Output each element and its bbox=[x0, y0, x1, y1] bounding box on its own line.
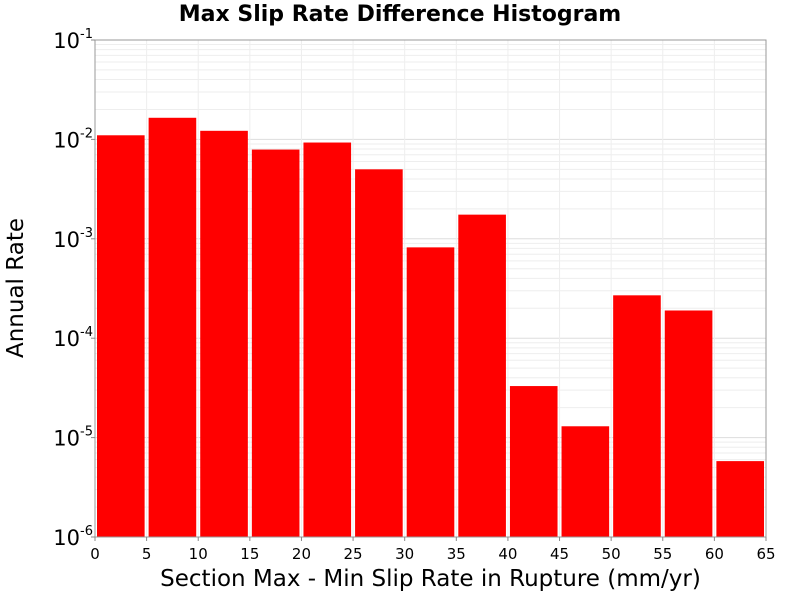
x-tick-label: 40 bbox=[498, 545, 517, 563]
histogram-bar bbox=[148, 117, 197, 537]
x-tick-label: 30 bbox=[395, 545, 414, 563]
histogram-bar bbox=[664, 310, 713, 537]
y-tick-label: 10-4 bbox=[53, 325, 93, 351]
x-tick-label: 65 bbox=[756, 545, 775, 563]
histogram-bar bbox=[406, 247, 455, 538]
histogram-bar bbox=[97, 135, 145, 537]
x-axis-label: Section Max - Min Slip Rate in Rupture (… bbox=[160, 566, 701, 592]
histogram-bar bbox=[251, 149, 300, 537]
x-tick-label: 15 bbox=[240, 545, 259, 563]
x-tick-label: 55 bbox=[653, 545, 672, 563]
histogram-bar bbox=[716, 461, 764, 537]
x-tick-label: 10 bbox=[189, 545, 208, 563]
y-tick-label: 10-1 bbox=[53, 27, 93, 53]
y-axis-ticks: 10-6 10-5 10-4 10-3 10-2 10-1 bbox=[53, 27, 95, 550]
chart-title: Max Slip Rate Difference Histogram bbox=[178, 2, 622, 27]
y-tick-label: 10-3 bbox=[53, 226, 93, 252]
histogram-bar bbox=[613, 295, 661, 537]
y-tick-label: 10-5 bbox=[53, 425, 93, 451]
y-tick-label: 10-6 bbox=[53, 524, 93, 550]
histogram-bars bbox=[97, 117, 764, 538]
y-axis-label: Annual Rate bbox=[3, 218, 29, 358]
histogram-bar bbox=[200, 130, 248, 537]
x-tick-label: 20 bbox=[292, 545, 311, 563]
x-tick-label: 60 bbox=[705, 545, 724, 563]
histogram-bar bbox=[458, 214, 506, 537]
x-tick-label: 45 bbox=[550, 545, 569, 563]
x-tick-label: 50 bbox=[602, 545, 621, 563]
histogram-bar bbox=[509, 386, 558, 537]
x-tick-label: 35 bbox=[447, 545, 466, 563]
histogram-bar bbox=[561, 426, 610, 537]
x-axis-ticks: 0 5 10 15 20 25 30 35 40 45 50 55 60 65 bbox=[90, 537, 776, 563]
plot-frame bbox=[94, 39, 767, 538]
x-tick-label: 0 bbox=[90, 545, 100, 563]
x-tick-label: 5 bbox=[142, 545, 152, 563]
histogram-bar bbox=[355, 169, 403, 537]
x-tick-label: 25 bbox=[344, 545, 363, 563]
y-tick-label: 10-2 bbox=[53, 126, 93, 152]
histogram-bar bbox=[303, 142, 352, 538]
